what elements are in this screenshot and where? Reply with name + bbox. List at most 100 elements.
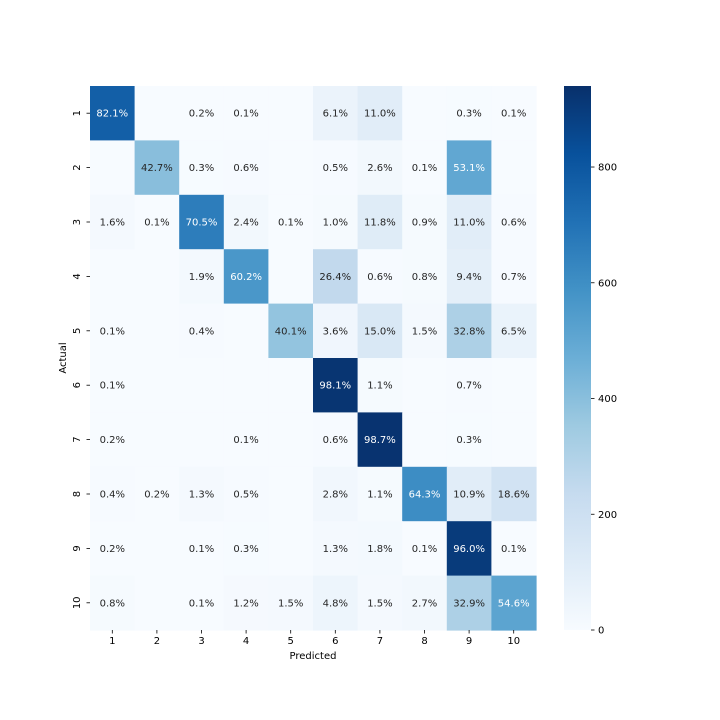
- cell-annotation: 1.5%: [367, 598, 392, 609]
- heatmap-cell: [357, 575, 403, 631]
- cell-annotation: 0.7%: [456, 381, 481, 392]
- heatmap-cell: [179, 575, 225, 631]
- cell-annotation: 9.4%: [456, 272, 481, 283]
- cell-annotation: 6.1%: [323, 109, 348, 120]
- y-tick-label: 5: [72, 328, 83, 334]
- x-tick-label: 5: [288, 636, 294, 647]
- heatmap-cell: [179, 140, 225, 196]
- cell-annotation: 54.6%: [498, 598, 530, 609]
- cell-annotation: 0.3%: [456, 109, 481, 120]
- cell-annotation: 70.5%: [186, 218, 218, 229]
- cell-annotation: 0.2%: [144, 490, 169, 501]
- x-tick-label: 2: [154, 636, 160, 647]
- heatmap-cell: [402, 194, 448, 250]
- cell-annotation: 0.1%: [412, 544, 437, 555]
- heatmap-cell: [90, 412, 136, 468]
- heatmap-cell: [357, 194, 403, 250]
- heatmap-cell: [223, 249, 269, 305]
- cell-annotation: 1.1%: [367, 381, 392, 392]
- heatmap-cell: [357, 466, 403, 522]
- heatmap-cell: [268, 194, 314, 250]
- heatmap-cell: [90, 249, 136, 305]
- colorbar-tick-label: 600: [598, 278, 617, 289]
- cell-annotation: 2.7%: [412, 598, 437, 609]
- cell-annotation: 0.1%: [501, 544, 526, 555]
- heatmap-cell: [90, 140, 136, 196]
- heatmap-cell: [268, 140, 314, 196]
- cell-annotation: 42.7%: [141, 163, 173, 174]
- cell-annotation: 98.7%: [364, 435, 396, 446]
- cell-annotation: 0.6%: [233, 163, 258, 174]
- cell-annotation: 1.0%: [323, 218, 348, 229]
- cell-annotation: 6.5%: [501, 326, 526, 337]
- cell-annotation: 0.2%: [100, 435, 125, 446]
- heatmap-cell: [491, 249, 537, 305]
- cell-annotation: 0.3%: [189, 163, 214, 174]
- heatmap-cell: [446, 358, 492, 413]
- x-tick-label: 9: [466, 636, 472, 647]
- cell-annotation: 0.1%: [144, 218, 169, 229]
- heatmap-cell: [223, 412, 269, 468]
- cell-annotation: 60.2%: [230, 272, 262, 283]
- heatmap-cell: [268, 575, 314, 631]
- cell-annotation: 0.4%: [100, 490, 125, 501]
- x-tick-label: 7: [377, 636, 383, 647]
- cell-annotation: 0.1%: [189, 544, 214, 555]
- cell-annotation: 0.8%: [100, 598, 125, 609]
- heatmap-cell: [491, 521, 537, 577]
- cell-annotation: 1.3%: [189, 490, 214, 501]
- heatmap-cell: [268, 86, 314, 141]
- cell-annotation: 10.9%: [453, 490, 485, 501]
- cell-annotation: 32.8%: [453, 326, 485, 337]
- heatmap-cell: [268, 521, 314, 577]
- heatmap-cell: [223, 86, 269, 141]
- heatmap-cell: [179, 521, 225, 577]
- cell-annotation: 0.1%: [100, 326, 125, 337]
- heatmap-cell: [491, 194, 537, 250]
- heatmap-cell: [357, 86, 403, 141]
- cell-annotation: 40.1%: [275, 326, 307, 337]
- heatmap-cell: [446, 86, 492, 141]
- cell-annotation: 0.6%: [323, 435, 348, 446]
- heatmap-cell: [313, 575, 359, 631]
- heatmap-cell: [313, 521, 359, 577]
- heatmap-cell: [90, 521, 136, 577]
- heatmap-cell: [134, 521, 180, 577]
- heatmap-cell: [491, 303, 537, 359]
- heatmap-cell: [134, 575, 180, 631]
- cell-annotation: 0.7%: [501, 272, 526, 283]
- heatmap-cell: [179, 194, 225, 250]
- heatmap-cell: [268, 466, 314, 522]
- heatmap-cell: [491, 358, 537, 413]
- cell-annotation: 1.8%: [367, 544, 392, 555]
- heatmap-cell: [268, 303, 314, 359]
- cell-annotation: 0.6%: [501, 218, 526, 229]
- heatmap-cell: [446, 575, 492, 631]
- cell-annotation: 1.2%: [233, 598, 258, 609]
- heatmap-cell: [491, 575, 537, 631]
- heatmap-cell: [134, 140, 180, 196]
- heatmap-cell: [223, 194, 269, 250]
- heatmap-cell: [134, 303, 180, 359]
- cell-annotation: 98.1%: [319, 381, 351, 392]
- cell-annotation: 11.8%: [364, 218, 396, 229]
- heatmap-cell: [357, 140, 403, 196]
- x-tick-label: 3: [198, 636, 204, 647]
- cell-annotation: 3.6%: [323, 326, 348, 337]
- cell-annotation: 0.1%: [233, 435, 258, 446]
- cell-annotation: 0.1%: [189, 598, 214, 609]
- colorbar-gradient: [564, 86, 591, 630]
- heatmap-cell: [313, 412, 359, 468]
- heatmap-cell: [446, 303, 492, 359]
- heatmap-cell: [402, 521, 448, 577]
- cell-annotation: 0.2%: [189, 109, 214, 120]
- heatmap-cell: [402, 358, 448, 413]
- x-tick-label: 6: [332, 636, 338, 647]
- heatmap-cell: [446, 194, 492, 250]
- heatmap-cell: [357, 412, 403, 468]
- heatmap-cell: [179, 358, 225, 413]
- heatmap-cell: [491, 412, 537, 468]
- heatmap-cell: [179, 466, 225, 522]
- x-axis-label: Predicted: [290, 651, 337, 662]
- heatmap-cell: [402, 575, 448, 631]
